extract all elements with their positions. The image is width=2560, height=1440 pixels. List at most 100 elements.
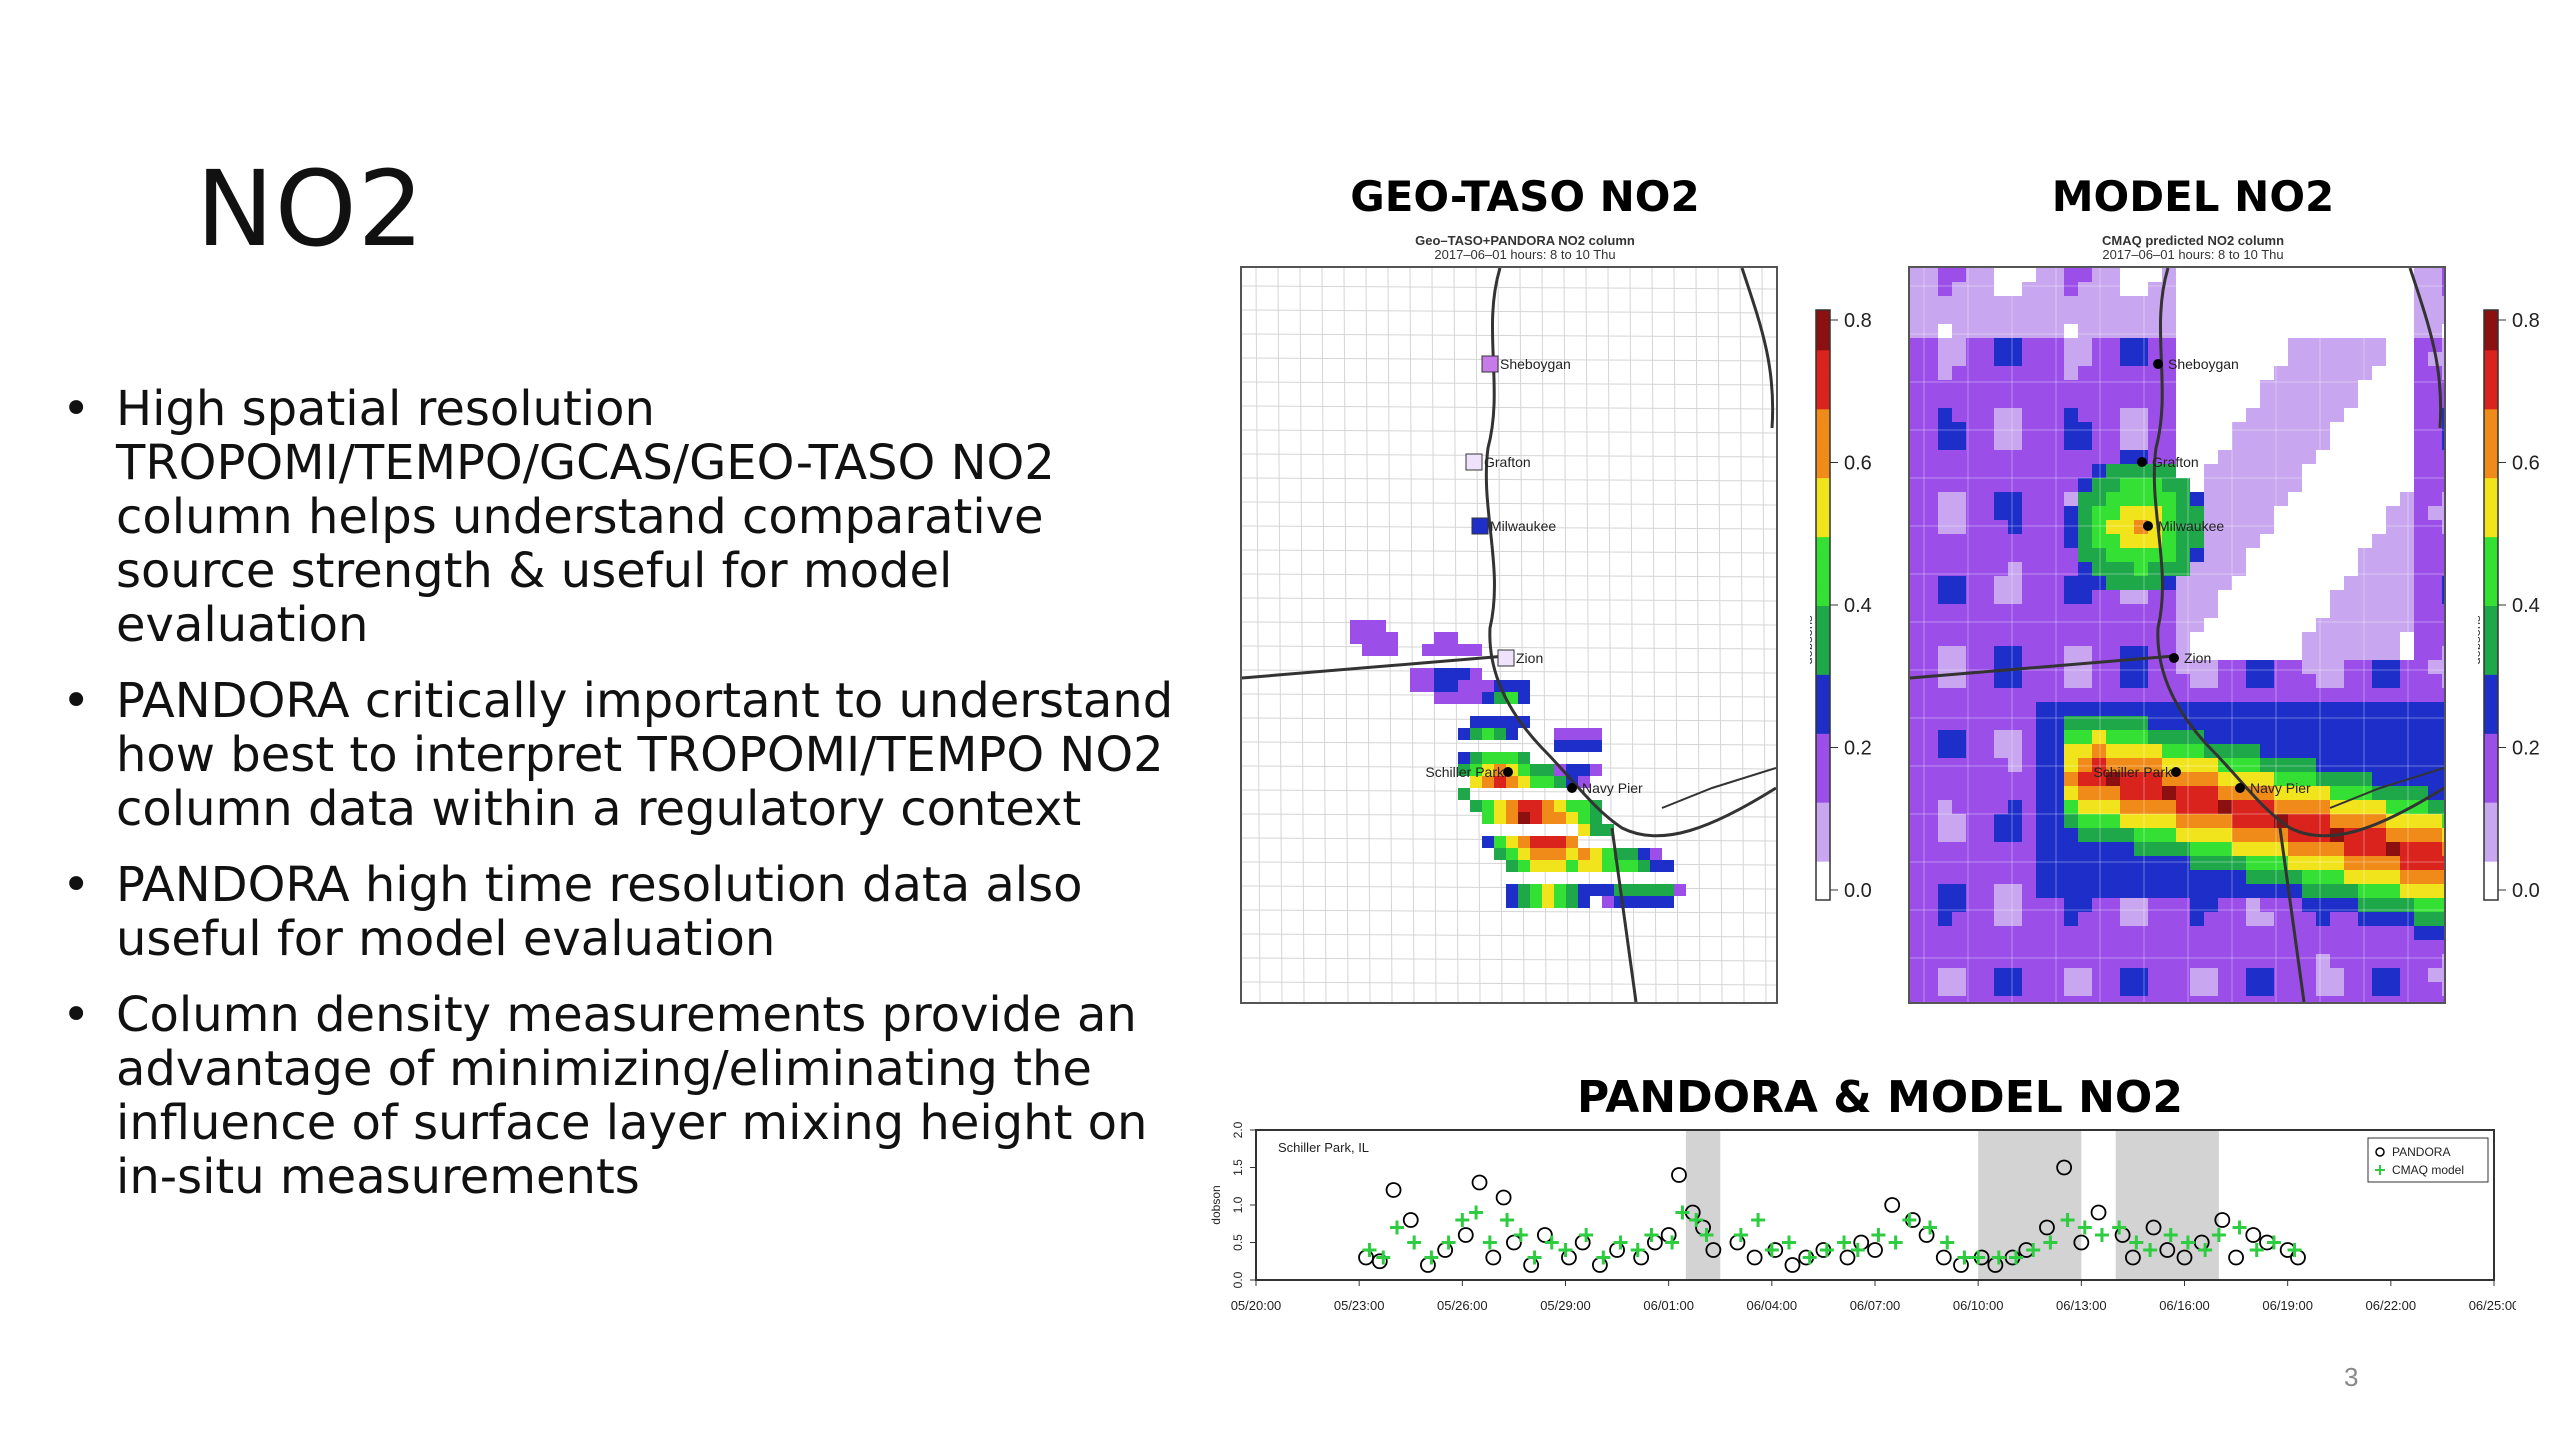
no2-cell (1966, 450, 1980, 464)
no2-cell (2050, 898, 2064, 912)
no2-cell (2330, 772, 2344, 786)
no2-cell (2106, 310, 2120, 324)
colorbar-swatch (2484, 634, 2498, 646)
city-label: Milwaukee (1490, 518, 1556, 534)
no2-cell (1470, 644, 1482, 656)
no2-cell (2190, 786, 2204, 800)
no2-cell (2442, 478, 2444, 492)
road-line (1475, 268, 1481, 1002)
x-tick-label: 06/19:00 (2262, 1298, 2313, 1313)
no2-cell (2106, 548, 2120, 562)
no2-cell (2344, 898, 2358, 912)
legend-pandora-icon (2375, 1147, 2385, 1157)
no2-cell (2050, 926, 2064, 940)
no2-cell (2120, 506, 2134, 520)
no2-cell (2092, 380, 2106, 394)
no2-cell (2022, 632, 2036, 646)
no2-cell (2008, 310, 2022, 324)
no2-cell (1542, 812, 1554, 824)
colorbar-swatch (2484, 693, 2498, 705)
no2-cell (2400, 604, 2414, 618)
no2-cell (2302, 954, 2316, 968)
no2-cell (1966, 562, 1980, 576)
no2-cell (2176, 352, 2190, 366)
no2-cell (2358, 296, 2372, 310)
no2-cell (1924, 688, 1938, 702)
no2-cell (2064, 646, 2078, 660)
no2-cell (2232, 898, 2246, 912)
no2-cell (2078, 870, 2092, 884)
no2-cell (2120, 604, 2134, 618)
cmaq-point (1850, 1243, 1865, 1257)
no2-cell (1410, 680, 1422, 692)
no2-cell (2190, 576, 2204, 590)
no2-cell (2330, 492, 2344, 506)
no2-cell (2064, 478, 2078, 492)
no2-cell (2288, 282, 2302, 296)
no2-cell (2330, 506, 2344, 520)
no2-cell (2372, 730, 2386, 744)
no2-cell (2400, 562, 2414, 576)
no2-cell (2274, 338, 2288, 352)
state-border (2278, 827, 2306, 1002)
colorbar-swatch (2484, 310, 2498, 321)
no2-cell (1924, 842, 1938, 856)
no2-cell (2372, 884, 2386, 898)
colorbar-swatch (2484, 575, 2498, 587)
no2-cell (1910, 898, 1924, 912)
no2-cell (2190, 660, 2204, 674)
no2-cell (2316, 492, 2330, 506)
no2-cell (2428, 856, 2442, 870)
cmaq-point (1971, 1250, 1986, 1265)
no2-cell (1910, 800, 1924, 814)
no2-cell (2218, 842, 2232, 856)
no2-cell (1966, 856, 1980, 870)
no2-cell (2330, 702, 2344, 716)
no2-cell (1494, 836, 1506, 848)
colorbar-swatch (1816, 841, 1830, 852)
no2-cell (2232, 352, 2246, 366)
no2-cell (2106, 884, 2120, 898)
no2-cell (2442, 576, 2444, 590)
no2-cell (2176, 450, 2190, 464)
no2-cell (2106, 478, 2120, 492)
colorbar-swatch (2484, 428, 2498, 439)
colorbar-swatch (1816, 831, 1830, 842)
no2-cell (2176, 604, 2190, 618)
no2-cell (2232, 744, 2246, 758)
no2-cell (2358, 800, 2372, 814)
no2-cell (2386, 828, 2400, 842)
no2-cell (2428, 772, 2442, 786)
no2-cell (2218, 520, 2232, 534)
colorbar-swatch (2484, 723, 2498, 734)
no2-cell (2148, 338, 2162, 352)
no2-cell (2316, 464, 2330, 478)
no2-cell (2120, 352, 2134, 366)
no2-cell (2372, 408, 2386, 422)
no2-cell (2386, 674, 2400, 688)
no2-cell (1910, 926, 1924, 940)
no2-cell (2218, 800, 2232, 814)
no2-cell (1910, 618, 1924, 632)
no2-cell (1554, 800, 1566, 812)
cmaq-point (2163, 1228, 2178, 1242)
no2-cell (2274, 268, 2288, 282)
no2-cell (2162, 310, 2176, 324)
colorbar-swatch (2484, 880, 2498, 892)
no2-cell (2274, 968, 2288, 982)
no2-cell (2358, 548, 2372, 562)
no2-cell (2260, 282, 2274, 296)
no2-cell (2134, 786, 2148, 800)
no2-cell (2218, 856, 2232, 870)
no2-cell (2246, 702, 2260, 716)
no2-cell (2442, 716, 2444, 730)
no2-cell (1924, 814, 1938, 828)
no2-cell (2414, 520, 2428, 534)
no2-cell (2120, 856, 2134, 870)
no2-cell (2330, 674, 2344, 688)
no2-cell (2358, 534, 2372, 548)
no2-cell (1924, 954, 1938, 968)
no2-cell (2092, 296, 2106, 310)
no2-cell (2078, 856, 2092, 870)
no2-cell (2400, 954, 2414, 968)
